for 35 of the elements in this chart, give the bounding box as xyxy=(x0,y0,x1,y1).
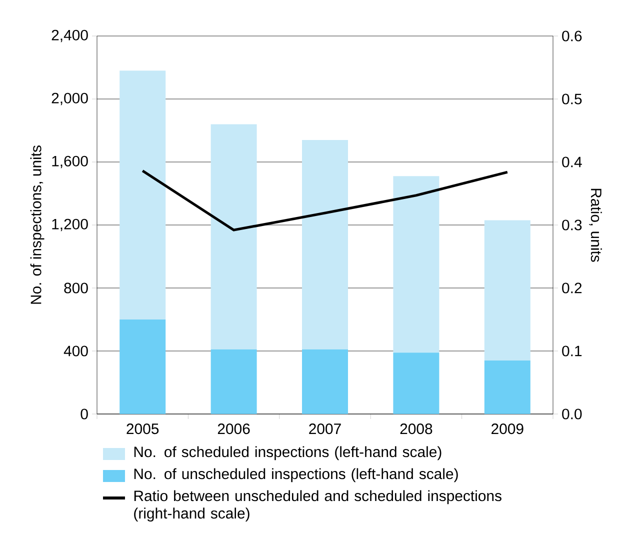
y-tick-label: 1,200 xyxy=(52,218,88,232)
y2-tick-label: 0.0 xyxy=(562,408,582,420)
y2-tick-label: 0.1 xyxy=(562,346,582,356)
bar xyxy=(210,349,257,414)
y2-tick-label: 0.4 xyxy=(562,156,582,168)
y-axis-title: No. of inspections, units xyxy=(30,146,44,304)
y2-axis-title: Ratio, units xyxy=(589,188,602,262)
bar xyxy=(484,220,530,360)
y2-tick-label: 0.2 xyxy=(562,282,582,294)
y2-tick-label: 0.3 xyxy=(562,220,582,230)
x-tick-label: 2007 xyxy=(309,424,341,434)
legend-label: Ratio between unscheduled and scheduled inspections (right-hand scale) xyxy=(134,490,502,522)
y-tick-label: 400 xyxy=(64,346,88,356)
y2-tick-label: 0.5 xyxy=(562,94,582,104)
bar xyxy=(120,319,166,414)
x-tick-label: 2005 xyxy=(126,424,159,434)
y-tick-label: 0 xyxy=(80,408,88,420)
legend-label: No. of unscheduled inspections (left-hand scale) xyxy=(134,468,458,482)
y-tick-label: 2,000 xyxy=(52,92,88,106)
line-series xyxy=(141,170,509,232)
bar xyxy=(302,349,348,414)
x-tick-label: 2008 xyxy=(400,424,432,434)
bar xyxy=(393,176,440,353)
y-tick-label: 1,600 xyxy=(52,156,88,168)
bar xyxy=(393,352,440,414)
y2-tick-label: 0.6 xyxy=(562,30,582,42)
y-tick-label: 2,400 xyxy=(52,30,88,42)
bar xyxy=(210,124,257,350)
bar xyxy=(120,70,166,320)
x-tick-label: 2006 xyxy=(218,424,250,434)
bar xyxy=(302,140,348,350)
bar xyxy=(484,360,530,414)
legend-label: No. of scheduled inspections (left-hand scale) xyxy=(134,446,442,460)
y-tick-label: 800 xyxy=(64,282,88,294)
x-tick-label: 2009 xyxy=(492,424,524,434)
